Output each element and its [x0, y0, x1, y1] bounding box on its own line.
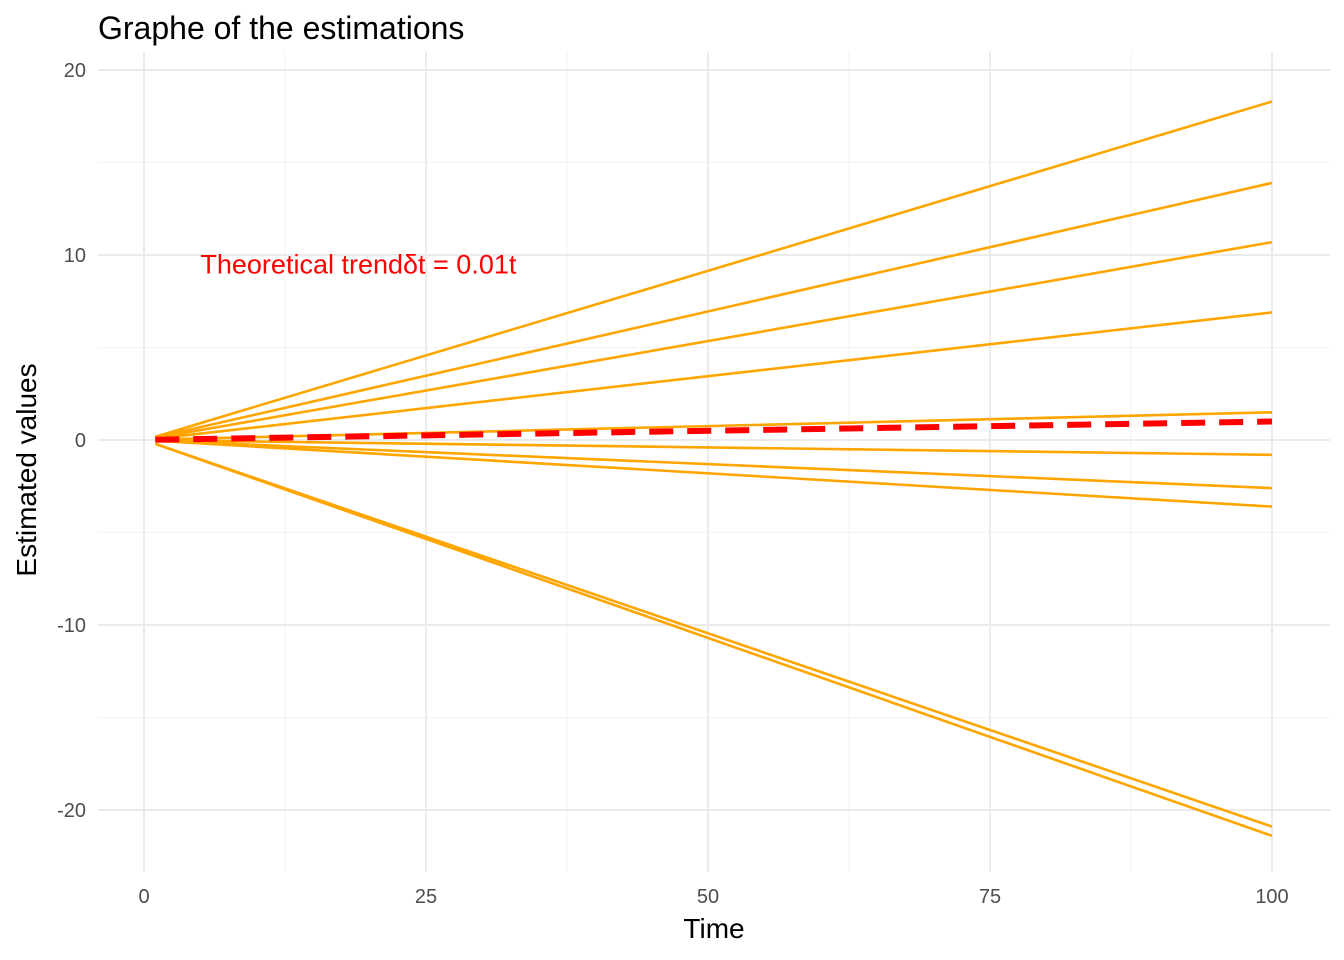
x-tick-label: 100	[1255, 886, 1288, 908]
estimation-line-5	[155, 411, 1273, 441]
y-tick-label: 0	[75, 430, 86, 452]
plot-panel: Theoretical trendδt = 0.01t	[98, 52, 1330, 872]
estimation-line-4	[155, 311, 1273, 440]
x-tick-label: 25	[415, 886, 437, 908]
y-tick-labels: -20 -10 0 10 20	[57, 60, 86, 822]
y-tick-label: 20	[64, 60, 86, 82]
y-tick-label: 10	[64, 245, 86, 267]
x-tick-label: 50	[697, 886, 719, 908]
x-tick-label: 0	[138, 886, 149, 908]
trend-annotation: Theoretical trendδt = 0.01t	[200, 250, 516, 280]
x-axis-label: Time	[683, 913, 744, 944]
estimation-line-3	[155, 240, 1273, 440]
estimation-line-1	[154, 100, 1273, 438]
x-tick-label: 75	[979, 886, 1001, 908]
minor-gridlines	[98, 52, 1330, 872]
theoretical-trend-line	[155, 418, 1273, 443]
series-lines	[154, 100, 1273, 838]
estimation-line-10	[154, 442, 1273, 838]
y-tick-label: -10	[57, 615, 86, 637]
major-gridlines	[98, 52, 1330, 872]
estimation-line-2	[155, 181, 1273, 439]
y-axis-label: Estimated values	[11, 363, 42, 576]
annotations: Theoretical trendδt = 0.01t	[200, 250, 516, 280]
estimation-line-8	[155, 439, 1273, 508]
estimation-line-6	[155, 438, 1273, 457]
x-tick-labels: 0 25 50 75 100	[138, 886, 1288, 908]
estimation-line-7	[155, 439, 1273, 490]
estimation-line-9	[154, 442, 1273, 828]
y-tick-label: -20	[57, 800, 86, 822]
chart-title: Graphe of the estimations	[98, 10, 464, 46]
